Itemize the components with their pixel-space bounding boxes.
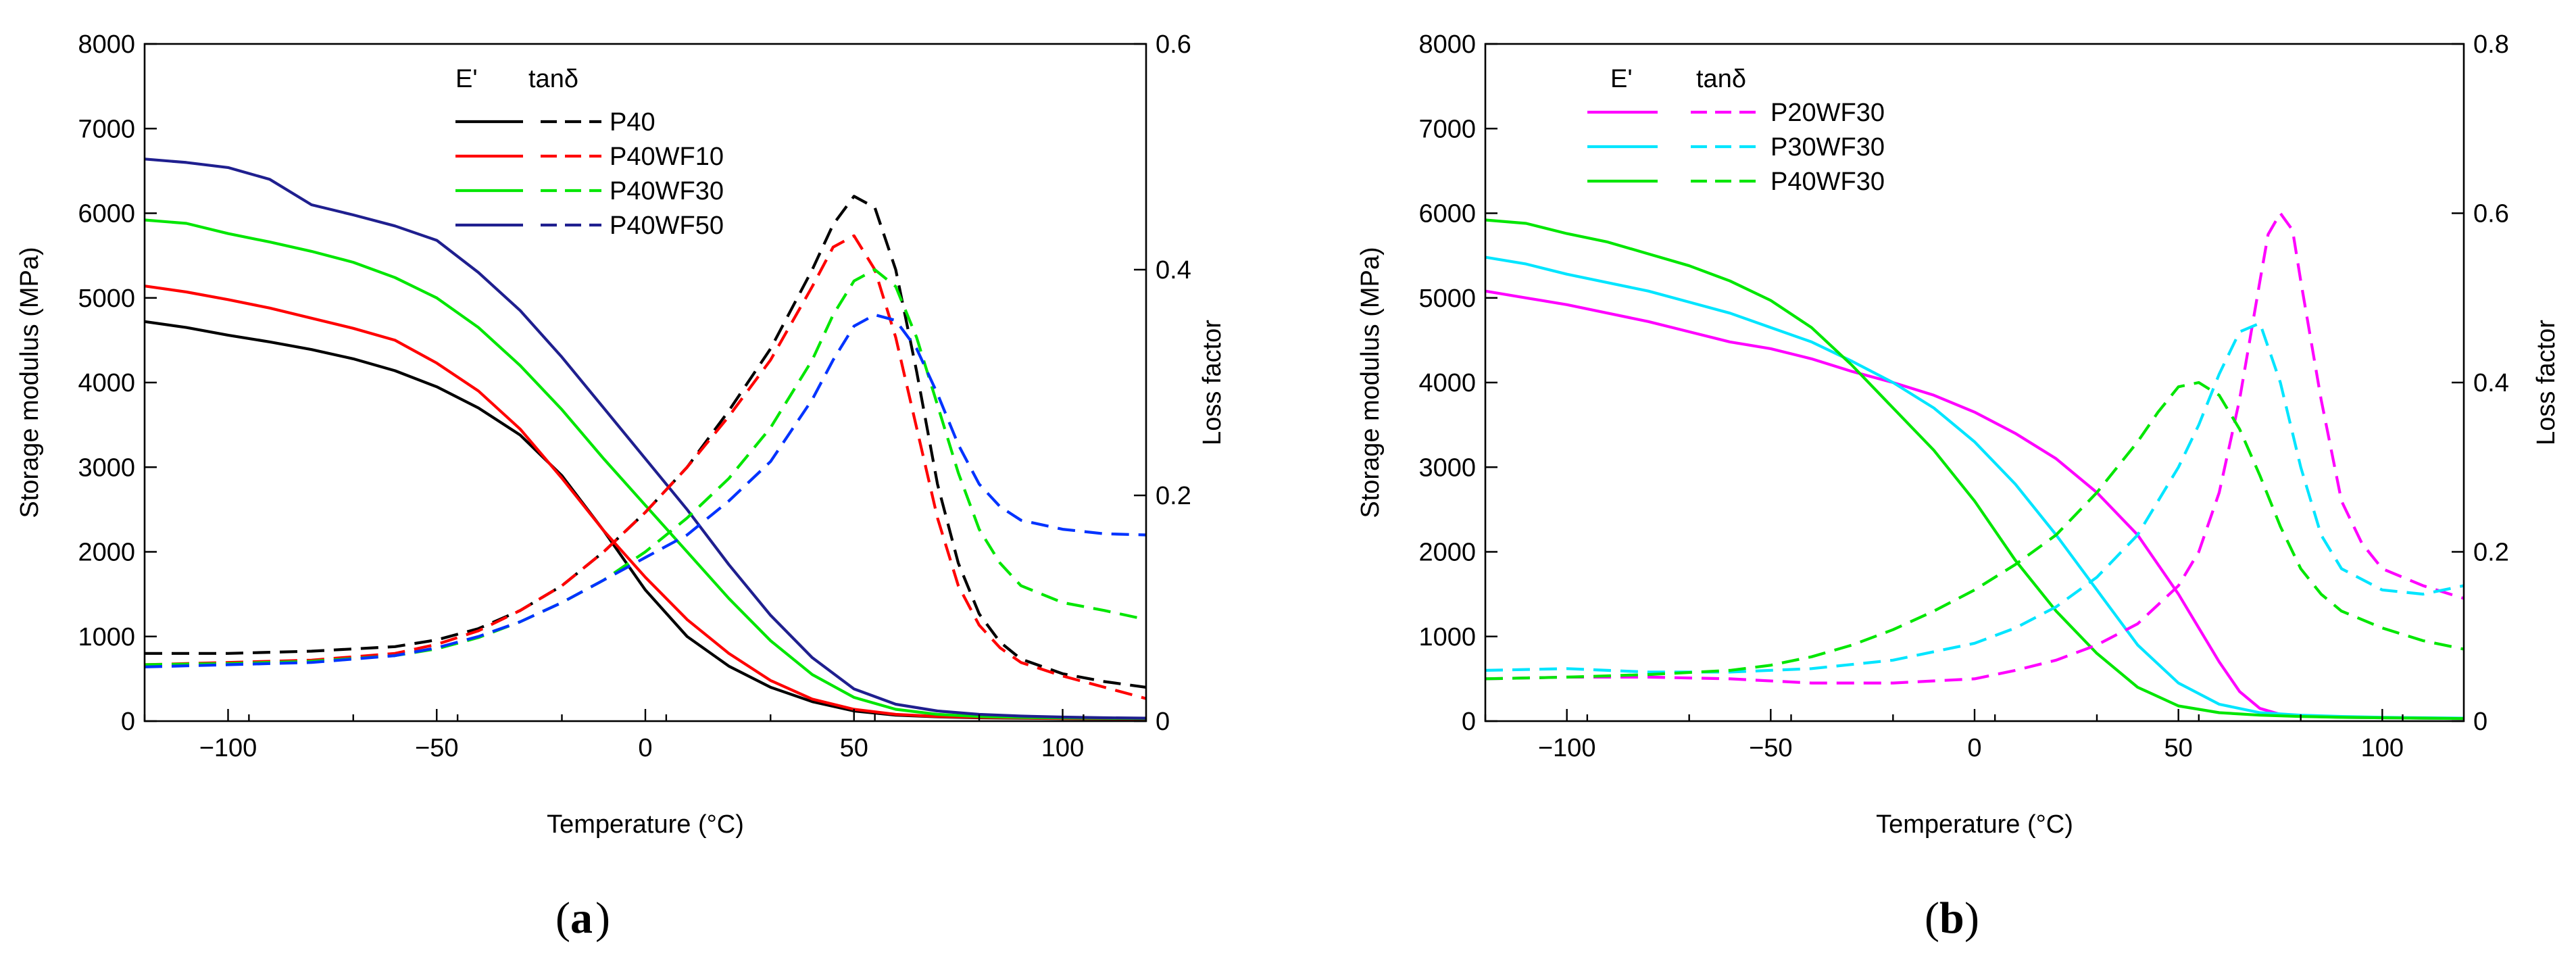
a-tan-delta-line-p40wf30: [144, 268, 1147, 666]
a-panel-label-open: (: [555, 893, 570, 943]
b-ytick-label: 6000: [1418, 200, 1476, 228]
b-y-axis-title: Storage modulus (MPa): [1356, 247, 1385, 518]
b-legend-entries: P20WF30 P30WF30 P40WF30: [1587, 99, 1885, 196]
panel-b: −100 −50 0 50 100 0 1000 2000 3000 4000 5000 6000 7…: [1356, 30, 2560, 943]
b-y2-ticks: 0 0.2 0.4 0.6 0.8: [2452, 30, 2509, 736]
b-legend-label: P20WF30: [1770, 99, 1885, 127]
a-y2-axis-title: Loss factor: [1198, 320, 1227, 445]
b-ytick-label: 5000: [1418, 285, 1476, 313]
a-y2tick-label: 0.6: [1156, 30, 1191, 59]
b-xtick-label: 100: [2361, 734, 2404, 762]
a-xtick-label: 0: [638, 734, 652, 762]
b-tan-delta-line-p40wf30: [1485, 381, 2464, 681]
b-y2tick-label: 0.2: [2473, 539, 2509, 567]
a-y2-ticks: 0 0.2 0.4 0.6: [1134, 30, 1191, 736]
b-y-ticks: 0 1000 2000 3000 4000 5000 6000 7000 8000: [1418, 30, 1497, 736]
a-x-axis-title: Temperature (°C): [547, 810, 744, 839]
a-legend-label: P40: [610, 108, 655, 137]
b-x-axis-title: Temperature (°C): [1876, 810, 2073, 839]
a-x-ticks: −100 −50 0 50 100: [143, 709, 1085, 762]
b-xtick-label: −50: [1749, 734, 1792, 762]
a-tan-delta-line-p40wf50: [144, 313, 1147, 668]
a-tan-delta-line-p40: [145, 195, 1147, 689]
b-y2-axis-title: Loss factor: [2532, 320, 2560, 445]
a-legend-label: P40WF30: [610, 177, 724, 205]
a-y2tick-label: 0: [1156, 708, 1170, 736]
a-legend: E' tanδ P40 P40WF10 P40WF30 P40WF50: [455, 65, 724, 240]
b-y2tick-label: 0.6: [2473, 200, 2509, 228]
b-y2tick-label: 0: [2473, 708, 2487, 736]
b-legend-header-storage: E': [1610, 65, 1633, 93]
b-ytick-label: 7000: [1418, 115, 1476, 143]
b-panel-label-close: ): [1964, 893, 1979, 943]
b-legend-header-loss: tanδ: [1696, 65, 1746, 93]
b-xtick-label: −100: [1538, 734, 1596, 762]
b-ytick-label: 0: [1462, 708, 1476, 736]
a-legend-label: P40WF10: [610, 143, 724, 171]
b-ytick-label: 4000: [1418, 369, 1476, 397]
b-y2tick-label: 0.8: [2473, 30, 2509, 59]
b-legend-label: P30WF30: [1770, 133, 1885, 162]
b-x-ticks: −100 −50 0 50 100: [1484, 709, 2404, 762]
a-panel-label-close: ): [595, 893, 610, 943]
a-ytick-label: 5000: [78, 285, 135, 313]
a-panel-label: a: [570, 893, 593, 943]
b-storage-modulus-line-p30wf30: [1485, 255, 2464, 720]
a-xtick-label: −50: [415, 734, 458, 762]
a-legend-header-loss: tanδ: [528, 65, 578, 93]
a-ytick-label: 8000: [78, 30, 135, 59]
b-storage-modulus-line-p20wf30: [1485, 289, 2464, 720]
a-tan-delta-line-p40wf10: [144, 234, 1147, 700]
b-legend-label: P40WF30: [1770, 168, 1885, 196]
a-ytick-label: 6000: [78, 200, 135, 228]
b-y2tick-label: 0.4: [2473, 369, 2509, 397]
a-ytick-label: 7000: [78, 115, 135, 143]
panel-a: −100 −50 0 50 100 0 1000 2000 3000 4000 5000 6000 7…: [16, 30, 1227, 943]
a-y-ticks: 0 1000 2000 3000 4000 5000 6000 7000 8000: [78, 30, 157, 736]
a-ytick-label: 0: [121, 708, 135, 736]
a-loss-series: [144, 195, 1147, 700]
a-ytick-label: 1000: [78, 623, 135, 652]
a-xtick-label: 50: [840, 734, 868, 762]
a-y2tick-label: 0.4: [1156, 256, 1191, 285]
a-y2tick-label: 0.2: [1156, 482, 1191, 510]
b-loss-series: [1485, 212, 2464, 685]
a-y-axis-title: Storage modulus (MPa): [16, 247, 44, 518]
b-legend: E' tanδ P20WF30 P30WF30 P40WF30: [1587, 65, 1885, 196]
b-xtick-label: 0: [1967, 734, 1981, 762]
b-panel-label: b: [1939, 893, 1964, 943]
a-legend-header-storage: E': [455, 65, 478, 93]
a-legend-entries: P40 P40WF10 P40WF30 P40WF50: [455, 108, 724, 240]
a-ytick-label: 2000: [78, 539, 135, 567]
b-ytick-label: 2000: [1418, 539, 1476, 567]
a-legend-label: P40WF50: [610, 212, 724, 240]
b-panel-label-open: (: [1925, 893, 1939, 943]
b-tan-delta-line-p20wf30: [1485, 212, 2464, 685]
b-xtick-label: 50: [2164, 734, 2193, 762]
b-ytick-label: 8000: [1418, 30, 1476, 59]
b-ytick-label: 3000: [1418, 453, 1476, 482]
a-xtick-label: −100: [199, 734, 257, 762]
b-ytick-label: 1000: [1418, 623, 1476, 652]
a-ytick-label: 4000: [78, 369, 135, 397]
a-xtick-label: 100: [1041, 734, 1084, 762]
a-ytick-label: 3000: [78, 453, 135, 482]
